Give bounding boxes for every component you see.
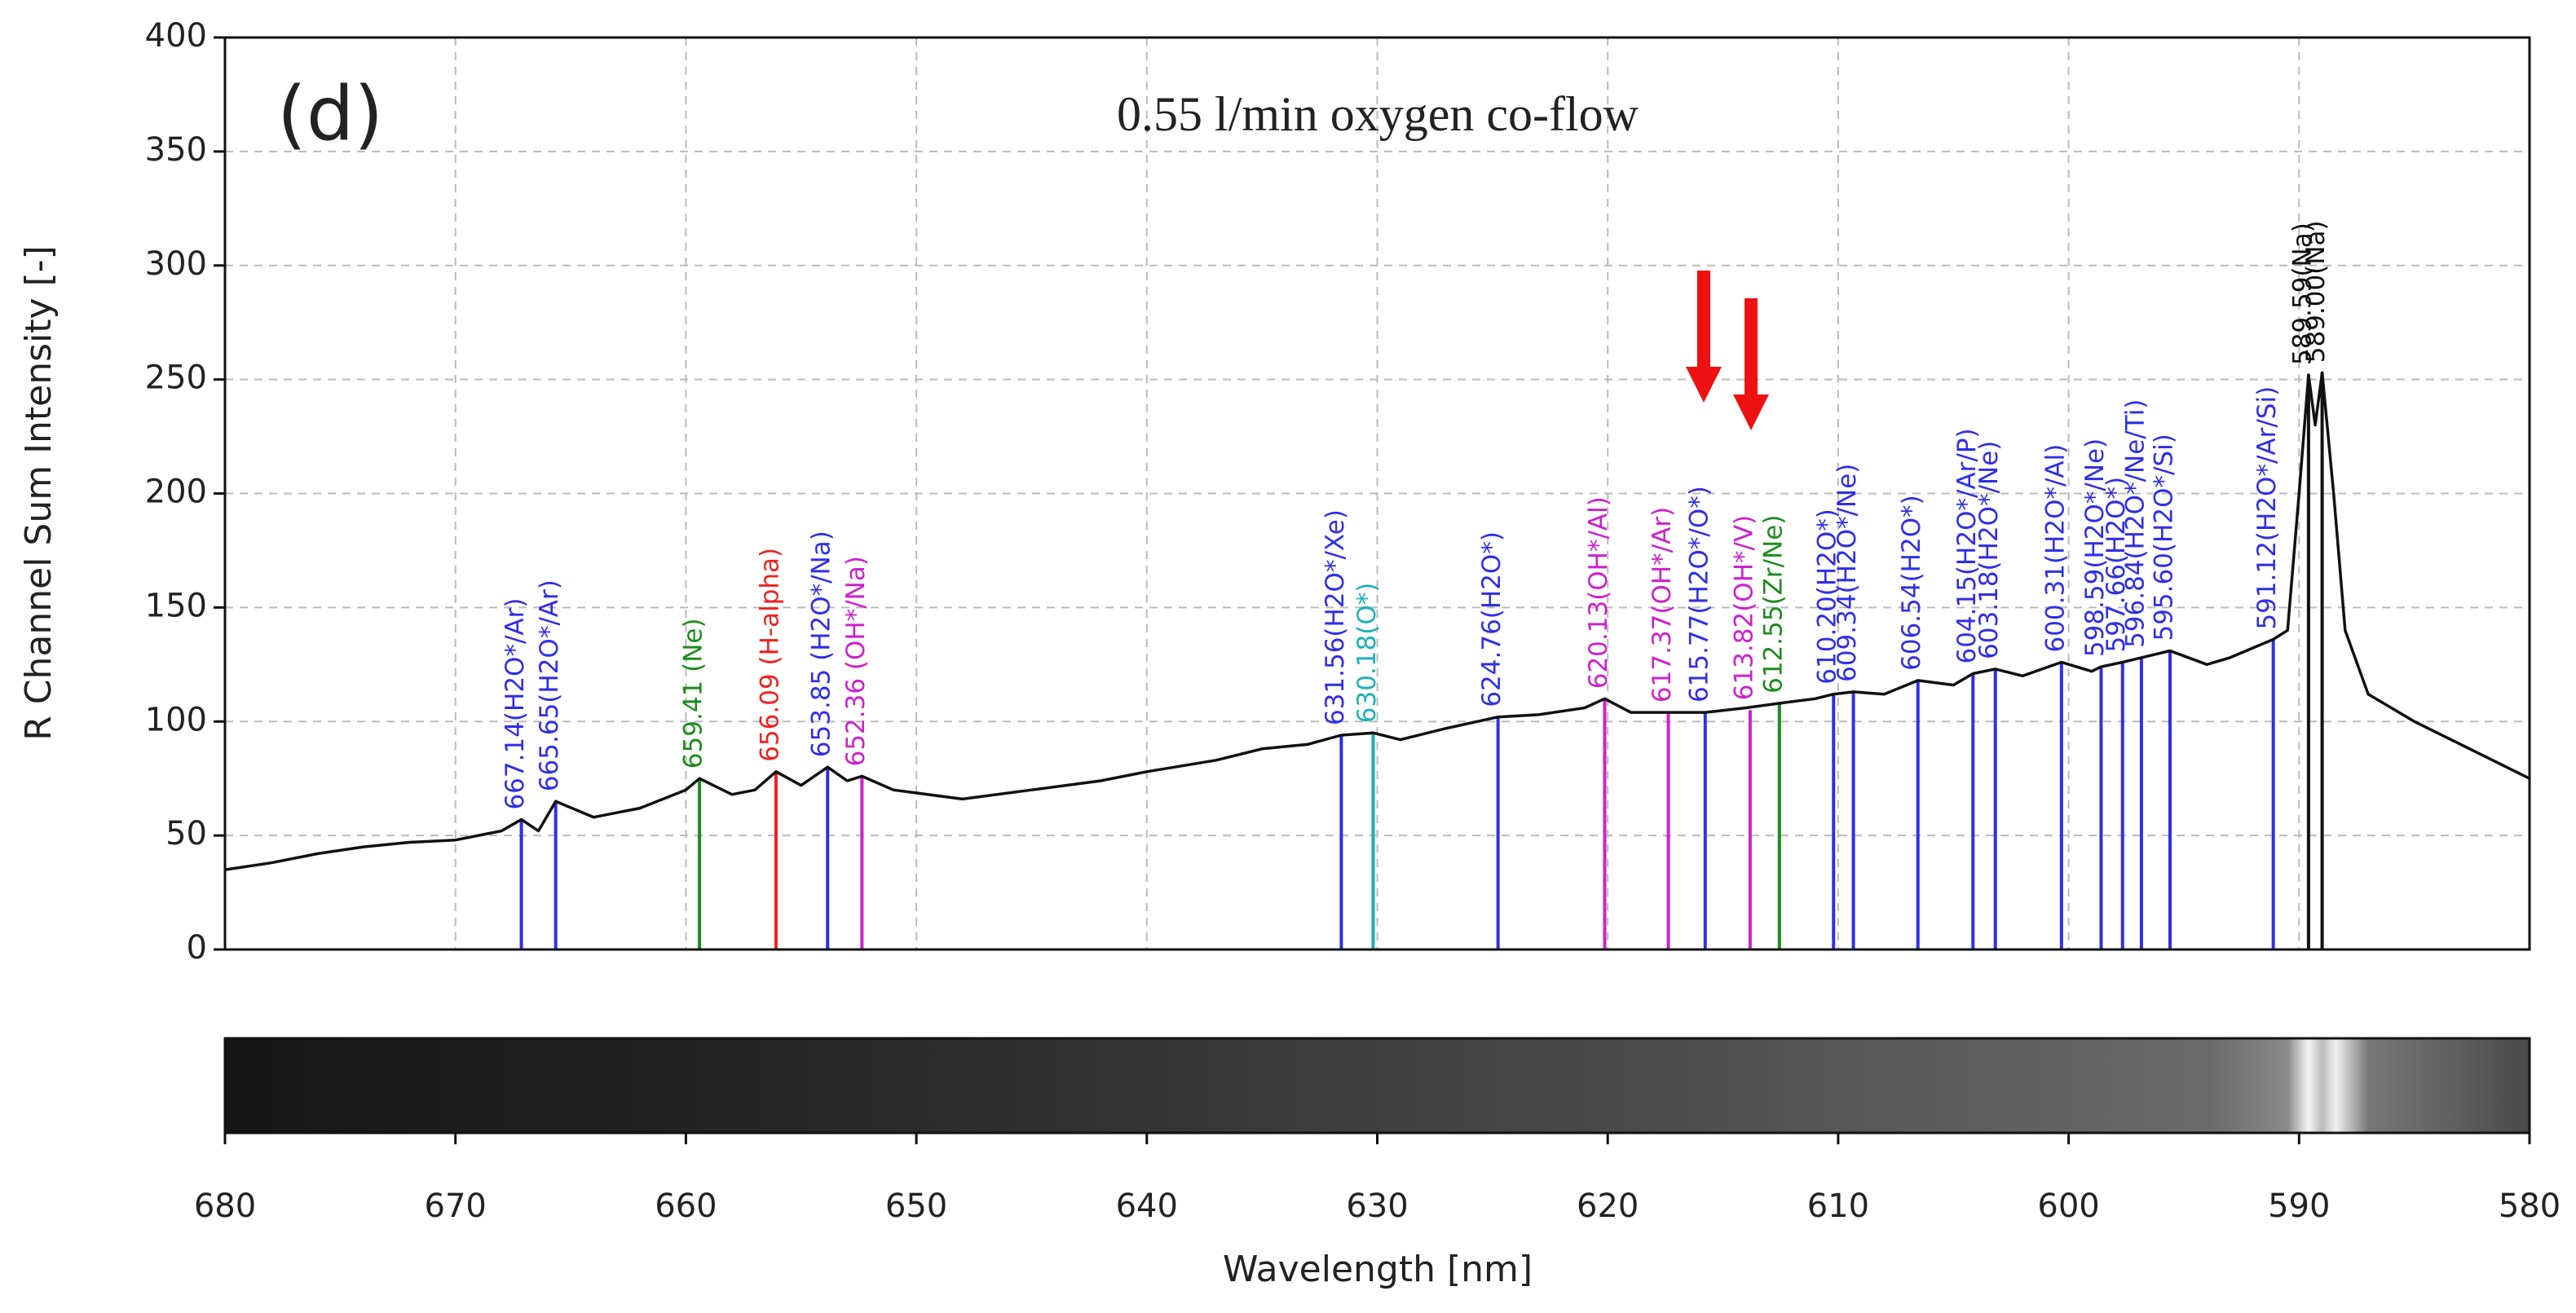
line-label: 598.59(H2O*/Ne)	[2080, 438, 2110, 657]
arrows	[1686, 271, 1769, 430]
spectrum-line	[224, 371, 2530, 871]
y-tick-label: 200	[145, 474, 207, 511]
line-label: 600.31(H2O*/Al)	[2040, 444, 2070, 653]
line-label: 631.56(H2O*/Xe)	[1321, 509, 1350, 725]
line-label: 612.55(Zr/Ne)	[1758, 515, 1788, 694]
y-tick-label: 150	[145, 587, 207, 624]
line-label: 652.36 (OH*/Na)	[841, 556, 871, 766]
line-label: 653.85 (H2O*/Na)	[807, 531, 836, 757]
line-label: 591.12(H2O*/Ar/Si)	[2252, 386, 2282, 630]
x-tick-label: 620	[1577, 1187, 1639, 1225]
line-label: 606.54(H2O*)	[1897, 495, 1926, 671]
arrow-shaft	[1697, 271, 1710, 368]
line-label: 603.18(H2O*/Ne)	[1974, 441, 2004, 659]
line-label: 595.60(H2O*/Si)	[2149, 434, 2178, 641]
arrow-head	[1733, 394, 1769, 430]
y-tick-label: 350	[145, 131, 207, 169]
y-axis-label: R Channel Sum Intensity [-]	[18, 245, 60, 741]
y-tick-label: 0	[187, 929, 207, 967]
grid	[224, 37, 2530, 950]
line-label: 596.84(H2O*/Ne/Ti)	[2120, 399, 2150, 648]
x-tick-label: 640	[1116, 1187, 1178, 1225]
x-tick-label: 670	[425, 1187, 487, 1225]
x-tick-label: 610	[1807, 1187, 1869, 1225]
line-label: 667.14(H2O*/Ar)	[501, 598, 530, 810]
x-tick-label: 580	[2499, 1187, 2561, 1225]
x-tick-label: 650	[885, 1187, 947, 1225]
arrow-head	[1686, 367, 1722, 403]
line-label: 615.77(H2O*/O*)	[1684, 486, 1714, 703]
x-tick-label: 680	[194, 1187, 256, 1225]
line-label: 609.34(H2O*/Ne)	[1833, 464, 1862, 682]
y-tick-label: 250	[145, 359, 207, 397]
panel-label: (d)	[277, 70, 383, 157]
y-tick-label: 100	[145, 701, 207, 738]
line-label: 659.41 (Ne)	[679, 618, 708, 769]
marks	[224, 371, 2530, 950]
line-label: 613.82(OH*/V)	[1729, 515, 1758, 701]
y-tick-label: 50	[165, 815, 207, 853]
line-label: 620.13(OH*/Al)	[1584, 496, 1613, 689]
line-label: 656.09 (H-alpha)	[755, 548, 784, 762]
x-tick-label: 590	[2268, 1187, 2330, 1225]
x-axis-label: Wavelength [nm]	[1223, 1249, 1533, 1290]
x-tick-label: 630	[1346, 1187, 1408, 1225]
y-tick-label: 400	[145, 17, 207, 55]
y-tick-label: 300	[145, 245, 207, 283]
x-tick-label: 600	[2037, 1187, 2099, 1225]
line-label: 604.15(H2O*/Ar/P)	[1952, 428, 1982, 663]
line-label: 630.18(O*)	[1352, 583, 1382, 724]
x-tick-label: 660	[655, 1187, 717, 1225]
arrow-shaft	[1745, 298, 1758, 396]
line-label: 589.59(Na)	[2287, 223, 2317, 365]
line-label: 589.00(Na)	[2301, 220, 2331, 363]
line-label: 610.20(H2O*)	[1813, 509, 1842, 685]
line-label: 597.66(H2O*)	[2102, 477, 2131, 653]
line-label: 665.65(H2O*/Ar)	[535, 579, 564, 791]
line-label: 617.37(OH*/Ar)	[1647, 507, 1677, 703]
spectrum-strip	[223, 1037, 2531, 1135]
line-label: 624.76(H2O*)	[1477, 531, 1506, 707]
chart-title: 0.55 l/min oxygen co-flow	[1117, 87, 1639, 141]
